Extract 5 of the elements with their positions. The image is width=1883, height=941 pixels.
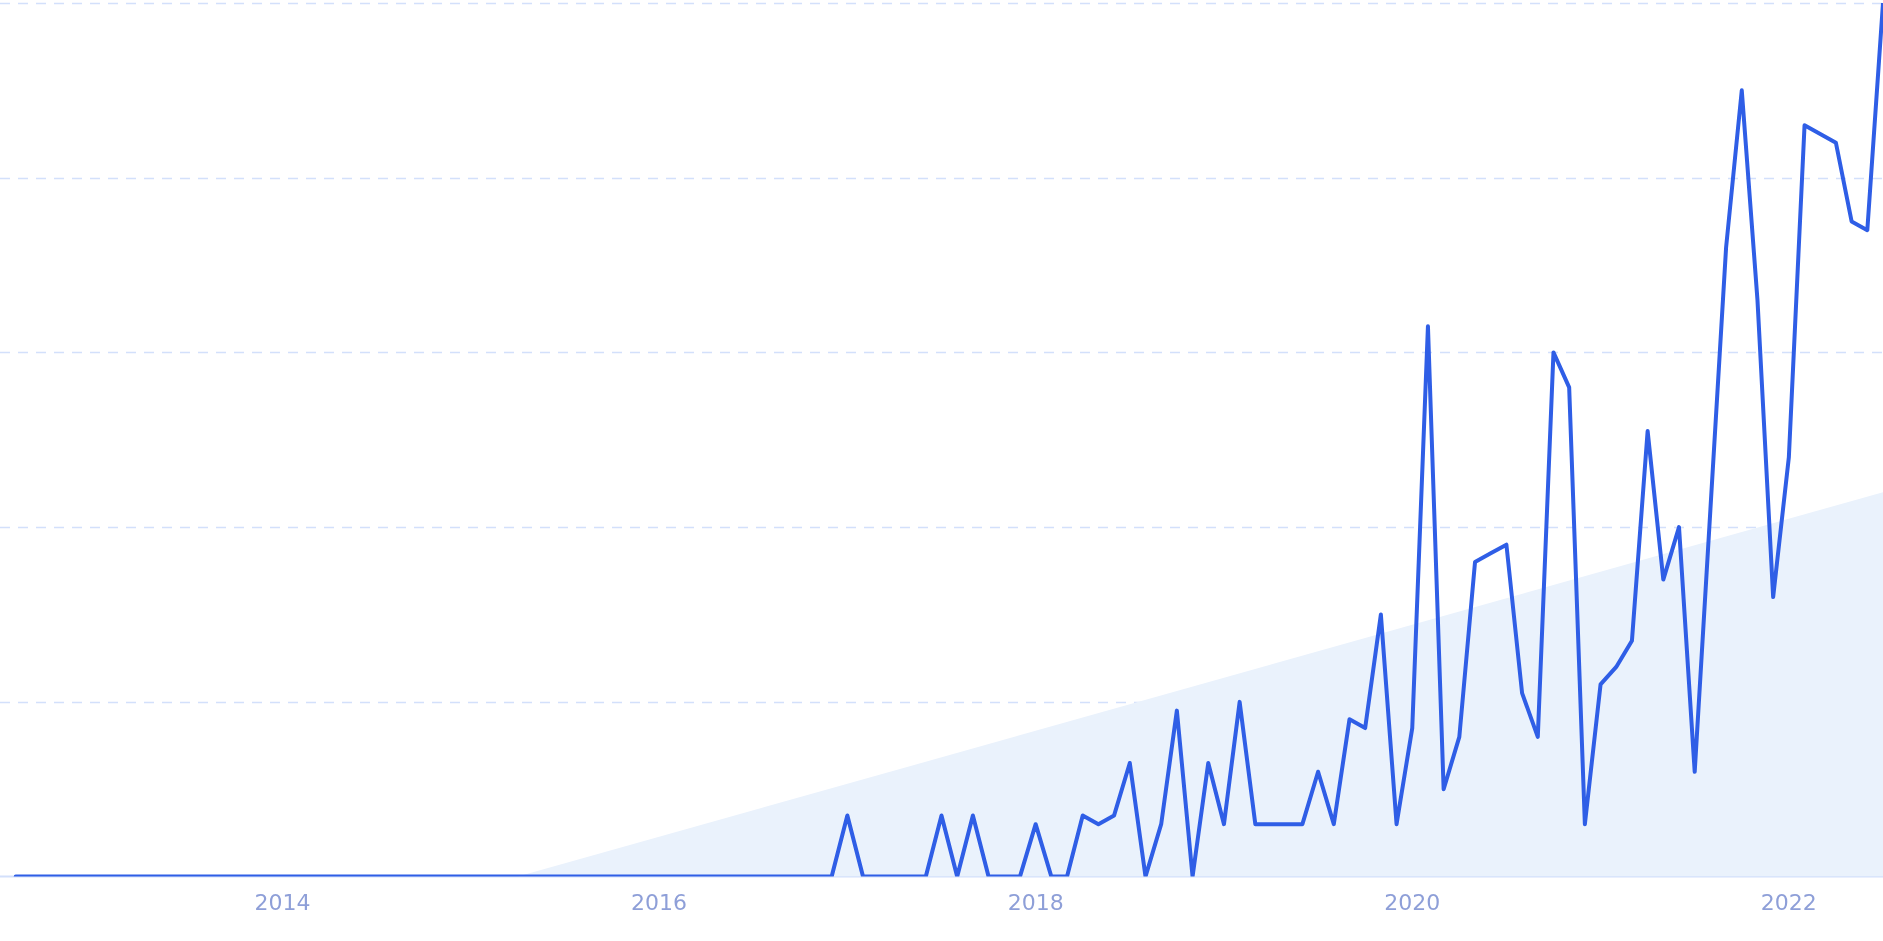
x-tick-label: 2014: [254, 889, 311, 915]
x-tick-label: 2016: [631, 889, 688, 915]
x-tick-label: 2022: [1760, 889, 1817, 915]
x-tick-label: 2020: [1384, 889, 1441, 915]
x-tick-label: 2018: [1007, 889, 1064, 915]
